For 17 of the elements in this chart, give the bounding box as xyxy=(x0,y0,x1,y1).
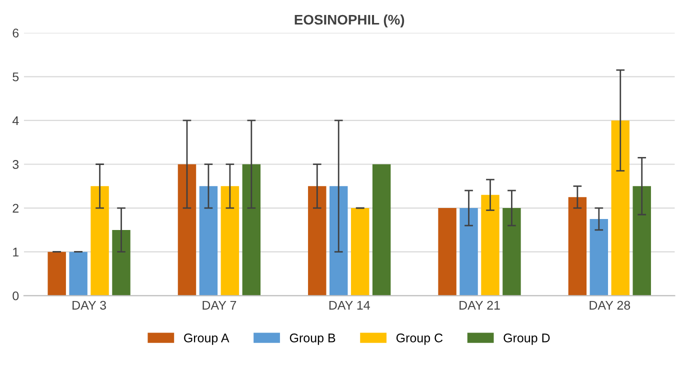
y-tick-label: 0 xyxy=(12,291,19,300)
legend-label: Group C xyxy=(396,334,443,345)
legend-label: Group A xyxy=(184,334,230,345)
x-tick-label: DAY 28 xyxy=(590,300,630,310)
chart-title: EOSINOPHIL (%) xyxy=(294,14,404,28)
x-tick-label: DAY 21 xyxy=(460,300,500,310)
y-tick-label: 3 xyxy=(12,160,19,169)
x-tick-label: DAY 3 xyxy=(72,300,106,310)
y-tick-label: 6 xyxy=(12,28,19,38)
x-tick-label: DAY 7 xyxy=(202,300,236,310)
legend-label: Group B xyxy=(290,334,336,345)
y-tick-label: 5 xyxy=(12,72,19,82)
y-tick-label: 4 xyxy=(12,116,19,125)
y-tick-label: 1 xyxy=(13,248,19,256)
legend-label: Group D xyxy=(504,334,550,345)
y-tick-label: 2 xyxy=(12,204,18,213)
x-tick-label: DAY 14 xyxy=(329,300,370,310)
